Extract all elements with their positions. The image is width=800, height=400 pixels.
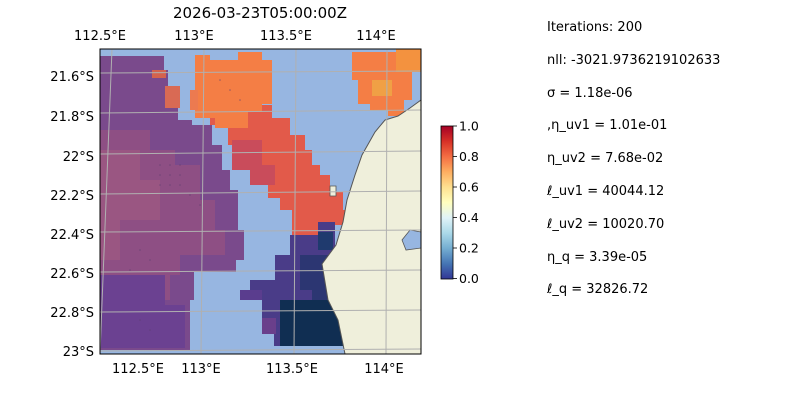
colorbar-tick: 0.2 bbox=[459, 241, 479, 256]
lat-tick: 21.8°S bbox=[50, 110, 94, 125]
map-frame bbox=[99, 48, 422, 355]
lon-tick-top: 114°E bbox=[356, 29, 396, 44]
param-ell-uv1: ℓ_uv1 = 40044.12 bbox=[547, 183, 665, 199]
lon-tick-bottom: 112.5°E bbox=[112, 362, 164, 377]
lat-tick: 22.2°S bbox=[50, 189, 94, 204]
param-eta-uv1: ,η_uv1 = 1.01e-01 bbox=[547, 118, 668, 134]
lon-tick-bottom: 113.5°E bbox=[266, 362, 318, 377]
lon-tick-bottom: 113°E bbox=[181, 362, 221, 377]
graticule bbox=[100, 49, 421, 354]
param-ell-q: ℓ_q = 32826.72 bbox=[547, 282, 649, 298]
lat-tick: 22°S bbox=[63, 150, 94, 165]
param-ell-uv2: ℓ_uv2 = 10020.70 bbox=[547, 216, 665, 232]
map-axes bbox=[99, 48, 422, 355]
lat-tick: 21.6°S bbox=[50, 70, 94, 85]
colorbar-tick: 0.6 bbox=[459, 180, 479, 195]
colorbar-tick: 0.4 bbox=[459, 210, 479, 225]
colorbar-gradient bbox=[440, 125, 454, 280]
lon-ticks-bottom: 112.5°E 113°E 113.5°E 114°E bbox=[112, 362, 404, 377]
data-field bbox=[100, 49, 421, 350]
param-eta-q: η_q = 3.39e-05 bbox=[547, 249, 648, 265]
colorbar-tick: 1.0 bbox=[459, 119, 479, 134]
lon-tick-top: 112.5°E bbox=[74, 29, 126, 44]
map-title: 2026-03-23T05:00:00Z bbox=[173, 4, 347, 22]
param-eta-uv2: η_uv2 = 7.68e-02 bbox=[547, 151, 664, 167]
colorbar: 0.0 0.2 0.4 0.6 0.8 1.0 bbox=[440, 119, 479, 286]
lat-tick: 22.4°S bbox=[50, 228, 94, 243]
lat-ticks: 21.6°S 21.8°S 22°S 22.2°S 22.4°S 22.6°S … bbox=[50, 70, 94, 360]
land bbox=[321, 99, 421, 354]
lon-ticks-top: 112.5°E 113°E 113.5°E 114°E bbox=[74, 29, 396, 44]
lat-tick: 22.8°S bbox=[50, 306, 94, 321]
lat-tick: 22.6°S bbox=[50, 267, 94, 282]
colorbar-tick: 0.8 bbox=[459, 149, 479, 164]
param-nll: nll: -3021.9736219102633 bbox=[547, 52, 721, 68]
lon-tick-bottom: 114°E bbox=[364, 362, 404, 377]
param-sigma: σ = 1.18e-06 bbox=[547, 85, 633, 101]
colorbar-tick: 0.0 bbox=[459, 271, 479, 286]
lon-tick-top: 113.5°E bbox=[260, 29, 312, 44]
lat-tick: 23°S bbox=[63, 345, 94, 360]
lon-tick-top: 113°E bbox=[174, 29, 214, 44]
parameter-panel: Iterations: 200 nll: -3021.9736219102633… bbox=[547, 20, 720, 315]
param-iterations: Iterations: 200 bbox=[547, 20, 643, 35]
island bbox=[329, 185, 337, 197]
